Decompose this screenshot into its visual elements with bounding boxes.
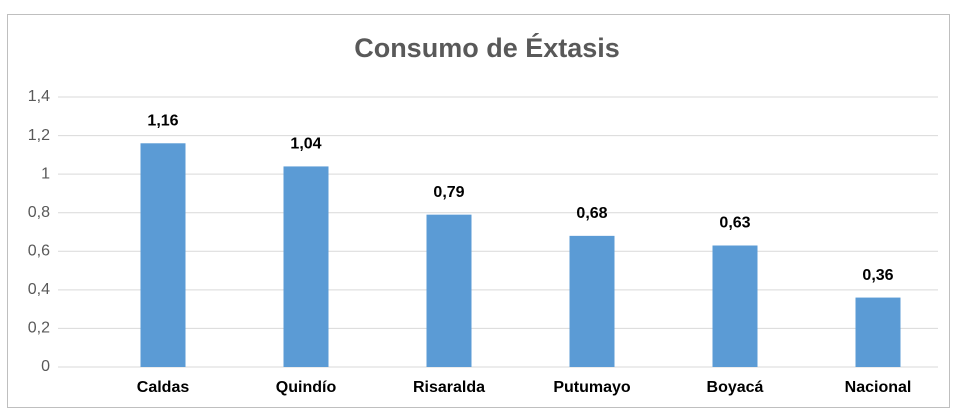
- data-label: 0,63: [719, 215, 750, 232]
- bar: [426, 214, 472, 367]
- chart-title: Consumo de Éxtasis: [354, 32, 620, 63]
- bar: [140, 143, 186, 367]
- bar: [855, 297, 901, 367]
- x-tick-label: Nacional: [845, 379, 912, 396]
- x-tick-label: Boyacá: [707, 379, 764, 396]
- y-tick-label: 0,6: [28, 243, 50, 260]
- data-label: 1,04: [290, 136, 321, 153]
- data-label: 0,68: [576, 205, 607, 222]
- y-tick-label: 0,4: [28, 281, 50, 298]
- bar: [569, 235, 615, 367]
- x-tick-label: Caldas: [137, 379, 190, 396]
- y-tick-label: 0,2: [28, 320, 50, 337]
- bar: [712, 245, 758, 367]
- x-tick-label: Putumayo: [553, 379, 631, 396]
- y-tick-label: 1: [41, 165, 50, 182]
- data-label: 1,16: [147, 113, 178, 130]
- data-label: 0,79: [433, 184, 464, 201]
- data-label: 0,36: [862, 267, 893, 284]
- x-tick-label: Quindío: [276, 379, 337, 396]
- y-tick-label: 1,4: [28, 88, 50, 105]
- x-tick-label: Risaralda: [413, 379, 485, 396]
- y-tick-label: 0: [41, 358, 50, 375]
- y-tick-label: 0,8: [28, 204, 50, 221]
- y-tick-label: 1,2: [28, 127, 50, 144]
- bar: [283, 166, 329, 367]
